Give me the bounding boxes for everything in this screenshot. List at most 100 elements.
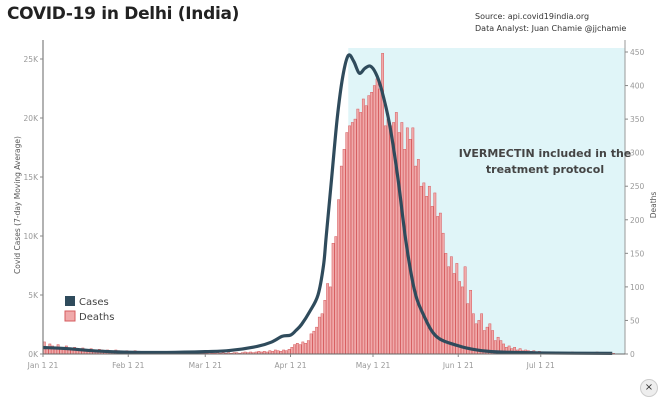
- deaths-bar: [317, 316, 321, 355]
- x-tick-label: Feb 1 21: [112, 361, 145, 370]
- y-left-tick-label: 15K: [24, 173, 40, 182]
- deaths-bar: [298, 344, 302, 355]
- deaths-bar: [378, 88, 382, 355]
- x-tick-label: Apr 1 21: [274, 361, 306, 370]
- legend-deaths-label: Deaths: [79, 312, 114, 323]
- deaths-bar: [337, 199, 341, 355]
- analyst-note: Data Analyst: Juan Chamie @jjchamie: [475, 24, 627, 33]
- x-tick-label: May 1 21: [356, 361, 391, 370]
- deaths-bar: [284, 350, 288, 355]
- deaths-bar: [422, 182, 426, 355]
- deaths-bar: [304, 343, 308, 355]
- deaths-bar: [452, 273, 456, 355]
- y-left-tick-label: 25K: [24, 55, 40, 64]
- deaths-bar: [386, 118, 390, 355]
- deaths-bar: [356, 108, 360, 355]
- deaths-bar: [331, 243, 335, 355]
- cases-line: [42, 53, 613, 356]
- deaths-bar: [367, 95, 371, 355]
- deaths-bar: [268, 350, 272, 355]
- deaths-bar: [449, 256, 453, 355]
- y-left-tick-label: 10K: [24, 232, 40, 241]
- legend-cases-swatch: [65, 296, 75, 306]
- x-tick-label: Jul 1 21: [526, 361, 555, 370]
- legend-cases-label: Cases: [79, 297, 109, 308]
- y-right-tick-label: 100: [630, 283, 645, 292]
- deaths-bar: [411, 127, 415, 355]
- deaths-bar: [350, 122, 354, 355]
- y-right-tick-label: 450: [630, 48, 645, 57]
- deaths-bar: [389, 125, 393, 355]
- y-right-label: Deaths: [649, 192, 658, 219]
- deaths-bar: [312, 330, 316, 355]
- deaths-bar: [469, 289, 473, 355]
- deaths-bar: [488, 323, 492, 355]
- deaths-bar: [287, 349, 291, 355]
- deaths-bar: [403, 149, 407, 355]
- deaths-bar: [273, 349, 277, 355]
- x-tick-label: Mar 1 21: [189, 361, 222, 370]
- deaths-bar: [425, 196, 429, 355]
- deaths-bar: [438, 212, 442, 355]
- y-right-tick-label: 150: [630, 249, 645, 258]
- y-left-label: Covid Cases (7-day Moving Average): [13, 136, 22, 274]
- deaths-bar: [419, 185, 423, 355]
- deaths-bar: [326, 283, 330, 355]
- y-right-tick-label: 250: [630, 182, 645, 191]
- deaths-bar: [282, 349, 286, 355]
- deaths-bar: [334, 236, 338, 355]
- source-note: Source: api.covid19india.org: [475, 12, 590, 21]
- x-tick-label: Jan 1 21: [27, 361, 59, 370]
- annotation-line-1: IVERMECTIN included in the: [459, 147, 632, 160]
- deaths-bar: [328, 286, 332, 355]
- deaths-bar: [348, 125, 352, 355]
- y-right-tick-label: 50: [630, 316, 640, 325]
- deaths-bar: [375, 78, 379, 355]
- deaths-bar: [320, 313, 324, 355]
- deaths-bar: [345, 132, 349, 355]
- y-right-tick-label: 350: [630, 115, 645, 124]
- deaths-bar: [414, 165, 418, 355]
- deaths-bar: [339, 165, 343, 355]
- x-tick-label: Jun 1 21: [442, 361, 474, 370]
- deaths-bar: [370, 92, 374, 355]
- deaths-bar: [397, 132, 401, 355]
- deaths-bar: [441, 232, 445, 355]
- deaths-bar: [458, 281, 462, 355]
- legend: Cases Deaths: [64, 296, 114, 323]
- y-right-tick-label: 400: [630, 82, 645, 91]
- deaths-bar: [290, 347, 294, 355]
- deaths-bar: [394, 112, 398, 355]
- deaths-bar: [466, 303, 470, 355]
- deaths-bar: [463, 266, 467, 355]
- deaths-bar: [364, 105, 368, 355]
- deaths-bars: [42, 53, 616, 355]
- axes: 0K 5K 10K 15K 20K 25K 0 50 100 150 200 250 300 350 400…: [24, 40, 645, 370]
- deaths-bar: [293, 344, 297, 355]
- close-button[interactable]: ×: [640, 379, 658, 397]
- deaths-bar: [306, 340, 310, 355]
- y-right-tick-label: 0: [630, 350, 635, 359]
- deaths-bar: [436, 216, 440, 355]
- deaths-bar: [361, 98, 365, 355]
- deaths-bar: [372, 85, 376, 355]
- deaths-bar: [416, 159, 420, 355]
- deaths-bar: [323, 300, 327, 355]
- y-right-tick-label: 300: [630, 149, 645, 158]
- deaths-bar: [455, 263, 459, 355]
- deaths-bar: [460, 286, 464, 355]
- deaths-bar: [309, 333, 313, 355]
- deaths-bar: [433, 192, 437, 355]
- legend-deaths-swatch: [64, 310, 76, 322]
- y-left-tick-label: 20K: [24, 114, 40, 123]
- y-left-tick-label: 0K: [28, 350, 39, 359]
- deaths-bar: [400, 122, 404, 355]
- annotation-line-2: treatment protocol: [486, 163, 604, 176]
- deaths-bar: [295, 343, 299, 355]
- deaths-bar: [359, 112, 363, 355]
- deaths-bar: [383, 125, 387, 355]
- y-right-tick-label: 200: [630, 216, 645, 225]
- y-left-tick-label: 5K: [28, 291, 39, 300]
